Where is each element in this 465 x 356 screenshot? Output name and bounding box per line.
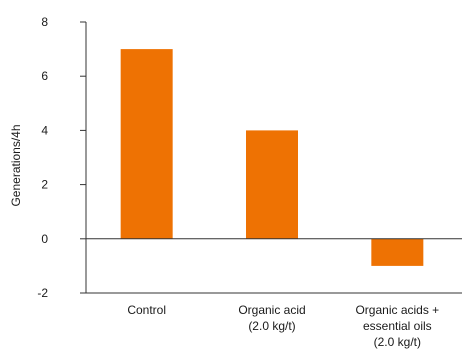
y-axis: -2 0 2 4 6 8 [37, 15, 462, 300]
bar [120, 49, 173, 239]
bar [246, 130, 298, 239]
y-tick-label: 2 [41, 178, 48, 192]
x-category-label: Organic acids + essential oils (2.0 kg/t) [355, 303, 439, 349]
y-tick-label: 6 [41, 69, 48, 83]
x-axis-labels: Control Organic acid (2.0 kg/t) Organic aci… [127, 303, 439, 349]
x-category-label: Organic acid (2.0 kg/t) [238, 303, 305, 333]
y-tick-label: 4 [41, 123, 48, 137]
y-tick-label: 8 [41, 15, 48, 29]
x-category-label: Control [127, 303, 166, 317]
y-axis-title: Generations/4h [9, 124, 23, 206]
bars [120, 49, 424, 266]
y-tick-label: -2 [37, 286, 48, 300]
bar [371, 238, 424, 266]
y-tick-label: 0 [41, 232, 48, 246]
